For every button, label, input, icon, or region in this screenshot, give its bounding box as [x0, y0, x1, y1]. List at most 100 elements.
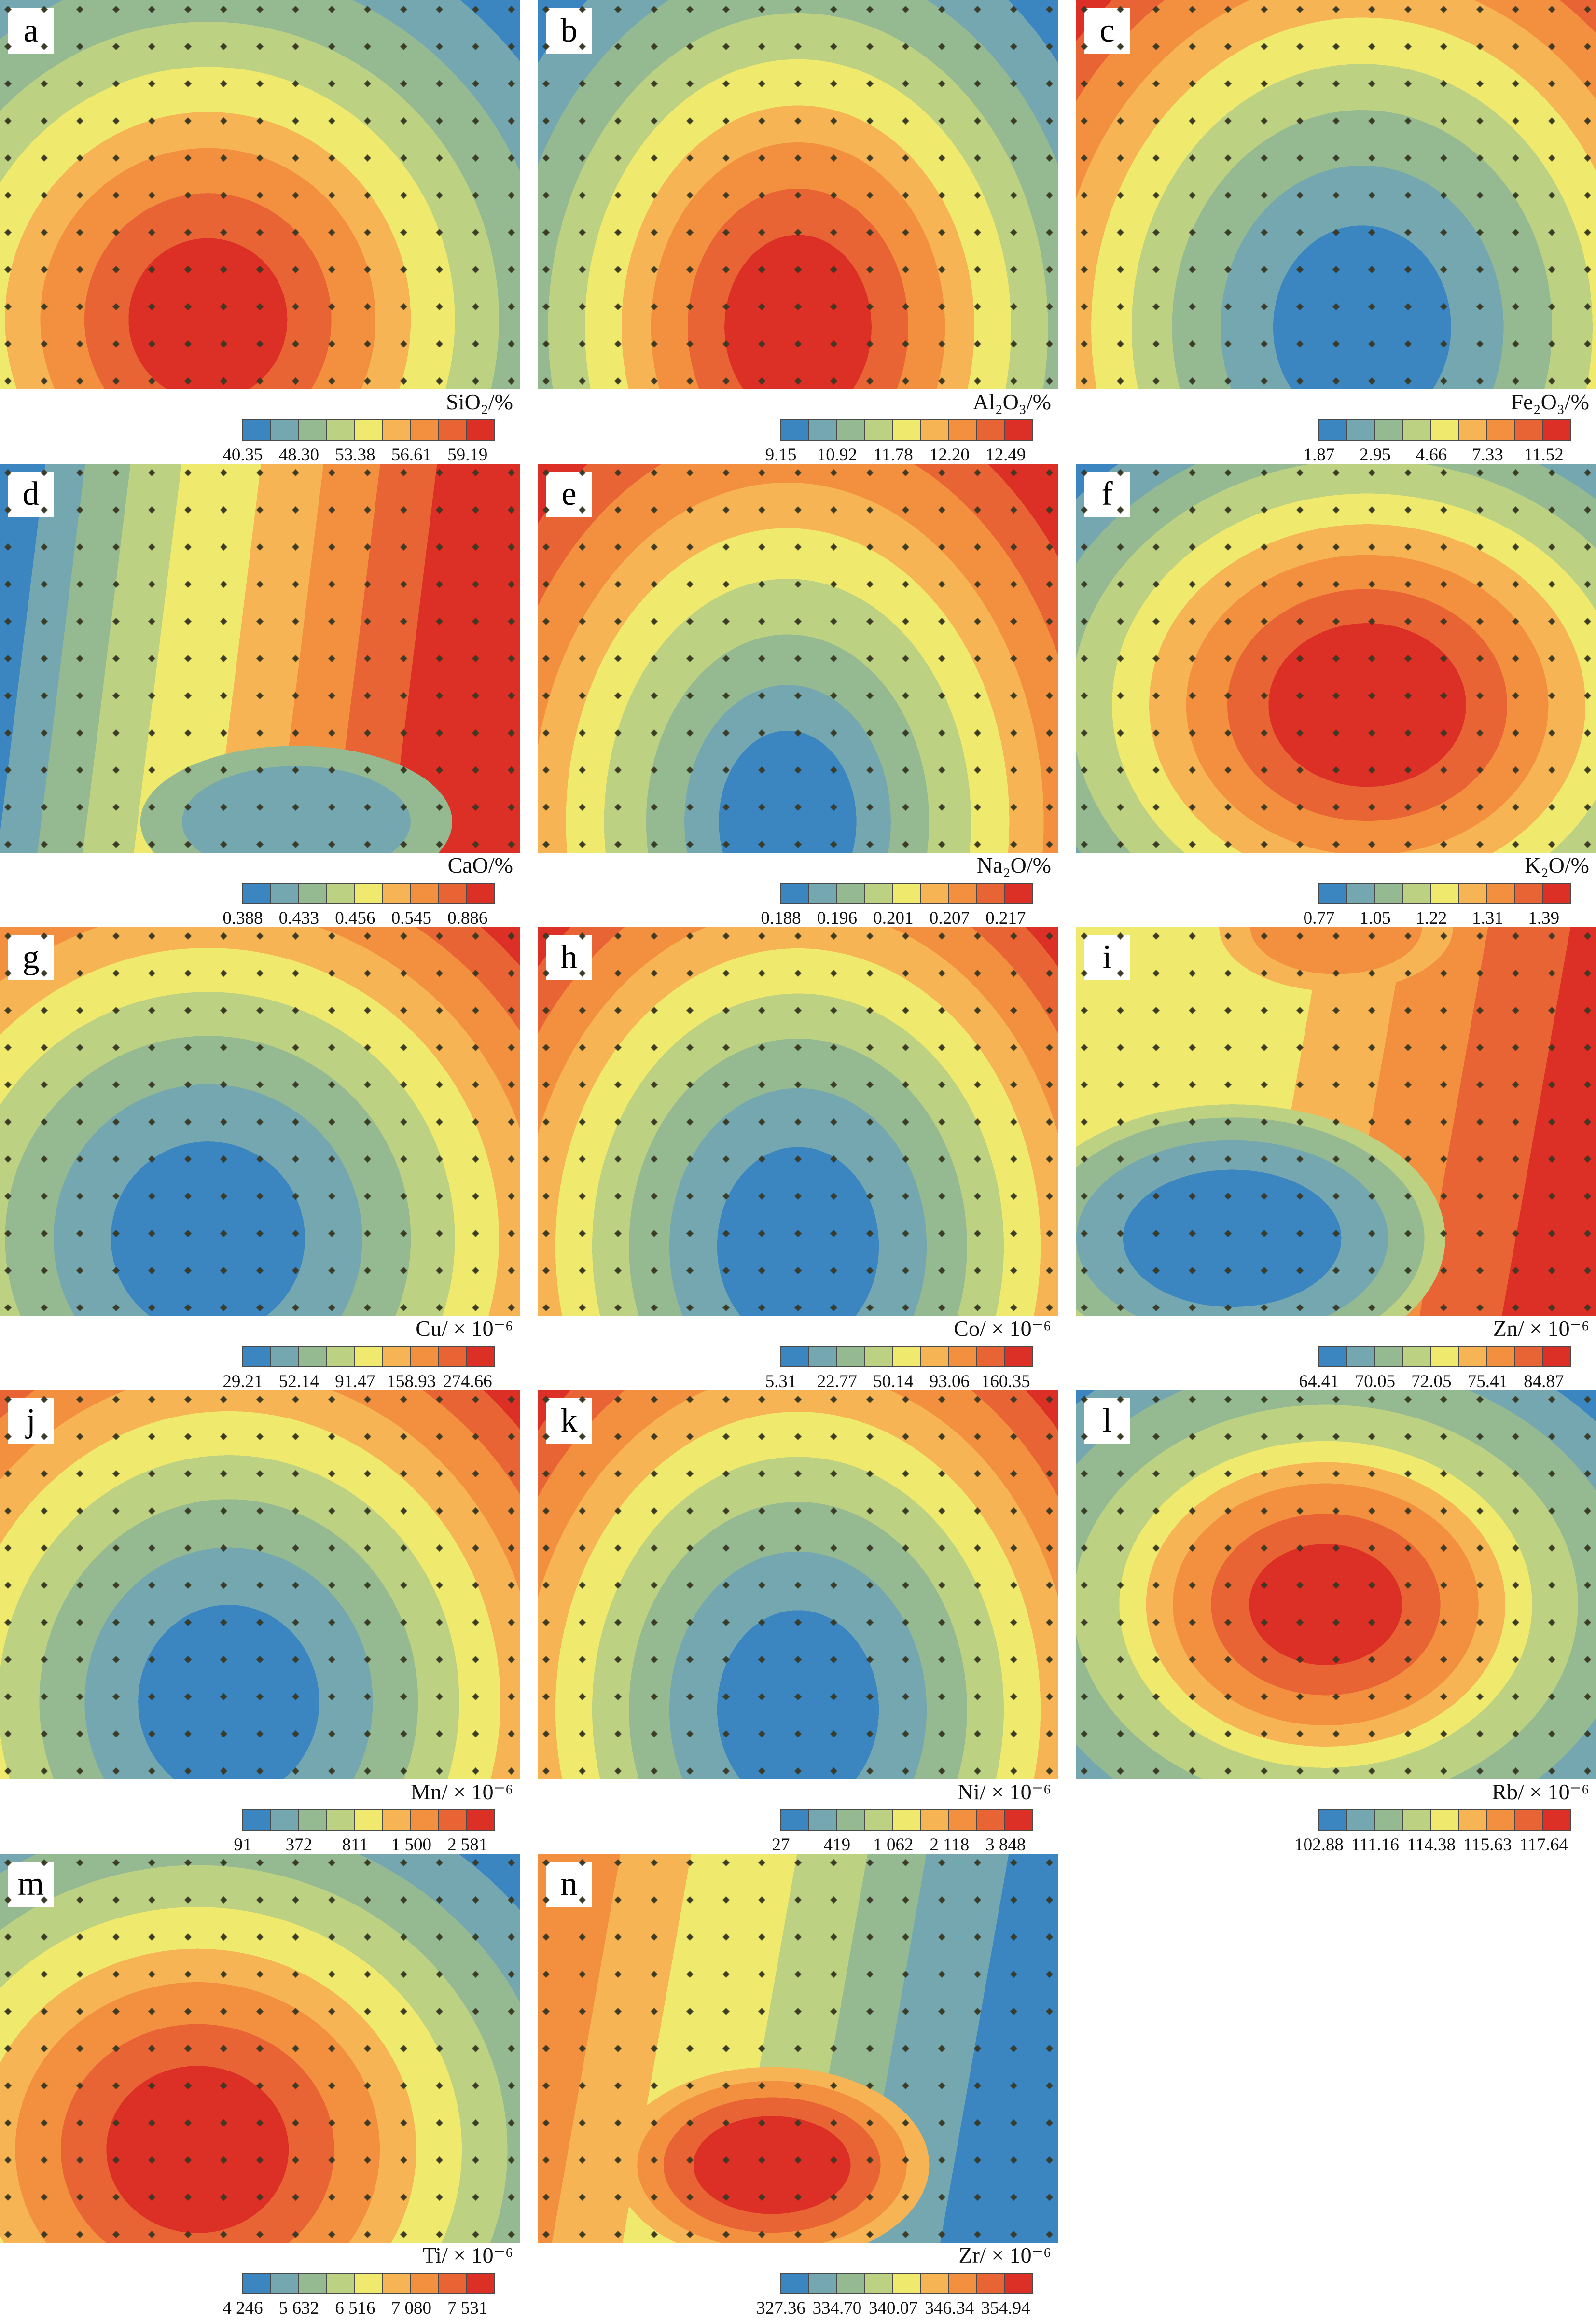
sample-point [256, 1043, 264, 1052]
sample-point [1224, 377, 1232, 385]
sample-point [758, 1693, 766, 1701]
scale-segment [1486, 884, 1514, 903]
contour-map-al2o3: b [538, 0, 1058, 389]
sample-point [686, 580, 694, 588]
sample-point [1152, 803, 1160, 811]
sample-point [578, 1043, 586, 1052]
scale-segment [270, 2274, 298, 2293]
sample-point [1260, 1693, 1268, 1701]
sample-point [938, 2007, 945, 2015]
sample-point [1116, 117, 1124, 125]
sample-point [1548, 1544, 1555, 1552]
sample-point [328, 80, 335, 88]
sample-point [507, 469, 515, 477]
sample-point [76, 1767, 84, 1775]
scale-segment [1486, 420, 1514, 440]
sample-point [1080, 1655, 1088, 1664]
sample-point [4, 2082, 12, 2090]
sample-point [1116, 580, 1124, 588]
sample-point [1188, 1432, 1196, 1441]
scale-segment [354, 1347, 382, 1366]
sample-point [830, 1118, 838, 1126]
sample-point [686, 5, 694, 14]
sample-point [1188, 932, 1196, 940]
sample-point [973, 1970, 982, 1978]
sample-point [1404, 766, 1412, 774]
scale-segment [326, 884, 354, 903]
sample-point [40, 506, 48, 514]
sample-point [363, 1693, 372, 1701]
sample-point [363, 803, 372, 811]
scale-tick: 64.41 [1299, 1372, 1339, 1391]
sample-point [1296, 969, 1304, 977]
sample-point [435, 469, 444, 477]
scale-tick: 4 246 [222, 2298, 263, 2318]
scale-segment [1004, 2274, 1032, 2293]
sample-point [866, 2193, 874, 2201]
sample-point [4, 1470, 12, 1478]
sample-point [363, 1507, 372, 1515]
sample-point [650, 1395, 658, 1404]
sample-point [40, 1081, 48, 1089]
sample-point [542, 1933, 550, 1941]
scale-tick: 115.63 [1463, 1835, 1512, 1855]
sample-point [4, 803, 12, 811]
sample-point [1440, 265, 1448, 274]
sample-point [184, 1507, 192, 1515]
sample-point [184, 1118, 192, 1126]
sample-point [686, 191, 694, 199]
sample-point [1152, 1395, 1160, 1404]
sample-point [220, 117, 228, 125]
sample-point [1045, 2156, 1054, 2164]
sample-point [1260, 1081, 1268, 1089]
scale-segment [976, 420, 1004, 440]
sample-point [902, 1081, 910, 1089]
sample-point [1188, 1006, 1196, 1015]
panel-a: a SiO₂/% 40.35 48.30 53.38 56.61 59.19 [0, 0, 520, 465]
sample-point [220, 1229, 228, 1237]
sample-point [758, 1006, 766, 1015]
sample-point [363, 1470, 372, 1478]
sample-point [220, 1767, 228, 1775]
sample-point [363, 1896, 372, 1904]
sample-point [973, 729, 982, 737]
sample-point [722, 617, 730, 625]
sample-point [1188, 1544, 1196, 1552]
sample-point [1080, 1470, 1088, 1478]
sample-point [1440, 1767, 1448, 1775]
sample-point [291, 1896, 300, 1904]
sample-point [1010, 1229, 1017, 1237]
sample-point [1045, 42, 1054, 51]
sample-point [363, 766, 372, 774]
sample-point [4, 340, 12, 348]
scale-segment [354, 420, 382, 440]
sample-point [1404, 117, 1412, 125]
sample-point [256, 654, 264, 663]
sample-point [973, 265, 982, 274]
sample-point [1332, 228, 1340, 236]
sample-point [4, 1229, 12, 1237]
sample-point [1260, 506, 1268, 514]
sample-point [400, 1395, 407, 1404]
sample-point [938, 1618, 945, 1626]
sample-point [1548, 1655, 1555, 1664]
sample-point [148, 1266, 156, 1275]
sample-point [1010, 543, 1017, 551]
scale-tick: 372 [285, 1835, 313, 1855]
sample-point [1512, 265, 1520, 274]
sample-point [328, 2007, 335, 2015]
sample-point [291, 1470, 300, 1478]
sample-point [722, 1730, 730, 1738]
panel-l: l Rb/ × 10⁻⁶ 102.88 111.16 114.38 115.63 117… [1076, 1390, 1596, 1855]
sample-point [722, 1192, 730, 1200]
sample-point [650, 1155, 658, 1163]
sample-point [1010, 766, 1017, 774]
sample-point [400, 117, 407, 125]
sample-point [973, 469, 982, 477]
sample-point [1116, 303, 1124, 311]
sample-point [578, 1859, 586, 1867]
sample-point [1296, 1618, 1304, 1626]
sample-point [1296, 1155, 1304, 1163]
sample-point [1010, 42, 1017, 51]
sample-point [1583, 1006, 1592, 1015]
